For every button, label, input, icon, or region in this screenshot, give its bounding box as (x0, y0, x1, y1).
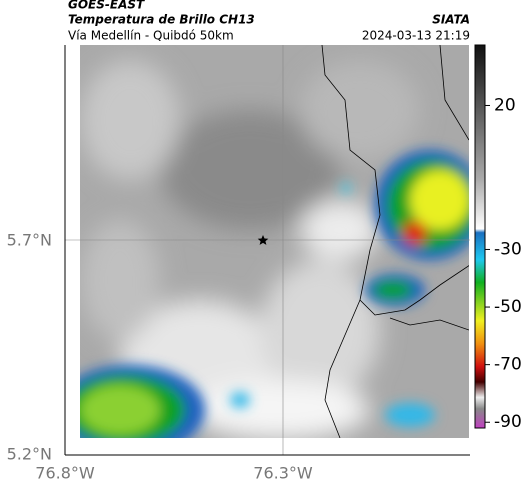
y-tick-label: 5.2°N (7, 445, 52, 464)
colorbar-tick-label: -30 (494, 239, 522, 259)
colorbar (474, 44, 486, 429)
colorbar-tick-label: -50 (494, 297, 522, 317)
colorbar-ticks: 20 -30 -50 -70 -90 (485, 95, 522, 432)
region: Vía Medellín - Quibdó 50km (68, 29, 234, 43)
x-tick-label: 76.3°W (253, 464, 313, 483)
colorbar-tick-label: -90 (494, 412, 522, 432)
product: GOES-EAST (68, 0, 145, 12)
colorbar-tick-label: -70 (494, 355, 522, 375)
source: SIATA (432, 13, 470, 27)
location-star (257, 235, 269, 245)
satellite-image (80, 45, 469, 438)
x-tick-label: 76.8°W (35, 464, 95, 483)
title: Temperatura de Brillo CH13 (68, 13, 255, 27)
colorbar-tick-label: 20 (494, 95, 516, 115)
datetime: 2024-03-13 21:19 (362, 29, 470, 43)
y-tick-label: 5.7°N (7, 231, 52, 250)
